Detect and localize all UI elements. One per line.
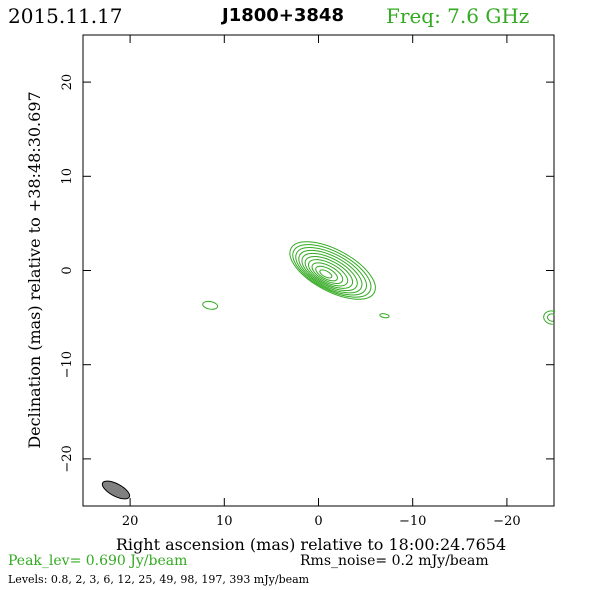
contour-secondary bbox=[379, 313, 390, 319]
observation-date: 2015.11.17 bbox=[8, 4, 123, 28]
x-tick-label: 10 bbox=[216, 514, 233, 529]
contour-secondary bbox=[546, 313, 558, 322]
source-name: J1800+3848 bbox=[222, 5, 344, 26]
contour-levels: Levels: 0.8, 2, 3, 6, 12, 25, 49, 98, 19… bbox=[8, 573, 310, 586]
y-tick-label: 20 bbox=[60, 74, 75, 91]
contour-main bbox=[304, 255, 354, 289]
contour-main bbox=[289, 241, 376, 300]
y-tick-label: 10 bbox=[60, 168, 75, 185]
peak-level: Peak_lev= 0.690 Jy/beam bbox=[8, 553, 188, 569]
contour-main bbox=[308, 259, 349, 287]
contour-main bbox=[311, 262, 344, 284]
contour-main bbox=[292, 244, 372, 298]
x-tick-label: −10 bbox=[399, 514, 426, 529]
contour-secondary bbox=[543, 310, 562, 325]
y-tick-label: −20 bbox=[60, 445, 75, 472]
x-tick-label: 0 bbox=[314, 514, 322, 529]
beam-ellipse bbox=[101, 480, 131, 500]
contour-main bbox=[319, 269, 333, 279]
plot-frame bbox=[82, 34, 555, 507]
contour-main bbox=[298, 249, 363, 294]
y-tick-label: 0 bbox=[60, 266, 75, 274]
contour-secondary bbox=[202, 300, 219, 310]
contour-main bbox=[295, 247, 367, 296]
x-tick-label: 20 bbox=[122, 514, 139, 529]
contour-main bbox=[315, 265, 338, 282]
rms-noise: Rms_noise= 0.2 mJy/beam bbox=[300, 553, 489, 569]
y-tick-label: −10 bbox=[60, 351, 75, 378]
x-axis-label: Right ascension (mas) relative to 18:00:… bbox=[116, 535, 506, 554]
y-axis-label: Declination (mas) relative to +38:48:30.… bbox=[25, 91, 44, 448]
x-tick-label: −20 bbox=[493, 514, 520, 529]
contour-main bbox=[301, 252, 358, 292]
frequency-label: Freq: 7.6 GHz bbox=[386, 4, 530, 28]
